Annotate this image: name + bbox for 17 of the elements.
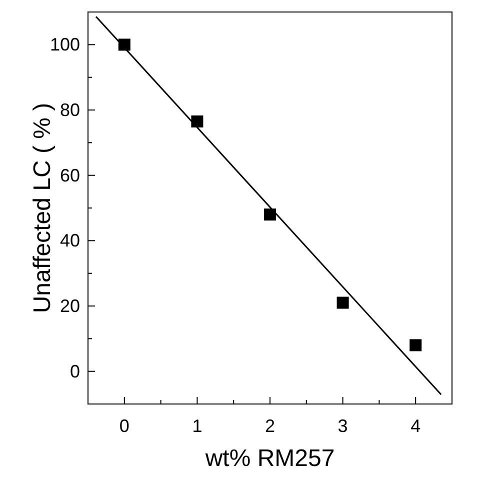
x-tick-label: 0 [119,416,130,436]
y-axis-title: Unaffected LC ( % ) [29,102,56,314]
point [191,115,204,128]
point [264,208,276,221]
point [410,339,422,352]
x-axis-title: wt% RM257 [204,445,335,472]
x-tick-label: 3 [338,416,348,436]
point [336,296,349,309]
x-tick-label: 4 [410,416,421,436]
y-tick-label: 40 [60,230,80,251]
y-tick-label: 20 [60,296,80,316]
y-tick-label: 60 [60,165,80,186]
y-tick-label: 0 [70,361,80,382]
x-tick-label: 1 [192,416,202,436]
y-tick-label: 100 [50,34,80,55]
y-tick-label: 80 [60,100,80,120]
x-tick-label: 2 [264,416,276,436]
